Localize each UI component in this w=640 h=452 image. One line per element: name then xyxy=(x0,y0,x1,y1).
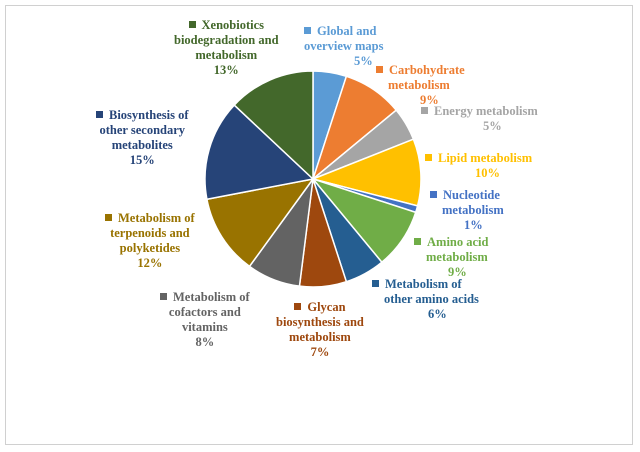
slice-label-4: Nucleotide metabolism 1% xyxy=(430,188,504,233)
slice-label-7: Glycan biosynthesis and metabolism 7% xyxy=(276,300,364,359)
legend-marker xyxy=(188,21,196,28)
legend-marker xyxy=(425,154,432,161)
pie-slice-11 xyxy=(233,70,314,181)
slice-label-11: Xenobiotics biodegradation and metabolis… xyxy=(174,18,279,77)
pie-chart xyxy=(204,70,422,288)
legend-marker xyxy=(376,66,383,73)
legend-marker xyxy=(414,238,421,245)
legend-marker xyxy=(430,191,437,198)
legend-marker xyxy=(421,107,428,114)
slice-label-1: Carbohydrate metabolism 9% xyxy=(376,63,465,108)
slice-label-10: Biosynthesis of other secondary metaboli… xyxy=(96,108,189,168)
slice-label-9: Metabolism of terpenoids and polyketides… xyxy=(105,211,195,271)
legend-marker xyxy=(105,214,112,221)
slice-label-5: Amino acid metabolism 9% xyxy=(414,235,488,280)
slice-label-3: Lipid metabolism 10% xyxy=(425,151,532,181)
pie-slice-9 xyxy=(206,177,315,268)
legend-marker xyxy=(304,27,311,34)
legend-marker xyxy=(160,293,167,300)
legend-marker xyxy=(294,303,302,310)
legend-marker xyxy=(96,111,103,118)
slice-label-8: Metabolism of cofactors and vitamins 8% xyxy=(160,290,250,350)
legend-marker xyxy=(372,280,379,287)
pie-slice-10 xyxy=(204,104,315,201)
slice-label-6: Metabolism of other amino acids 6% xyxy=(372,277,479,322)
slice-label-2: Energy metabolism 5% xyxy=(421,104,538,134)
slice-label-0: Global and overview maps 5% xyxy=(304,24,384,68)
chart-area xyxy=(5,5,633,445)
